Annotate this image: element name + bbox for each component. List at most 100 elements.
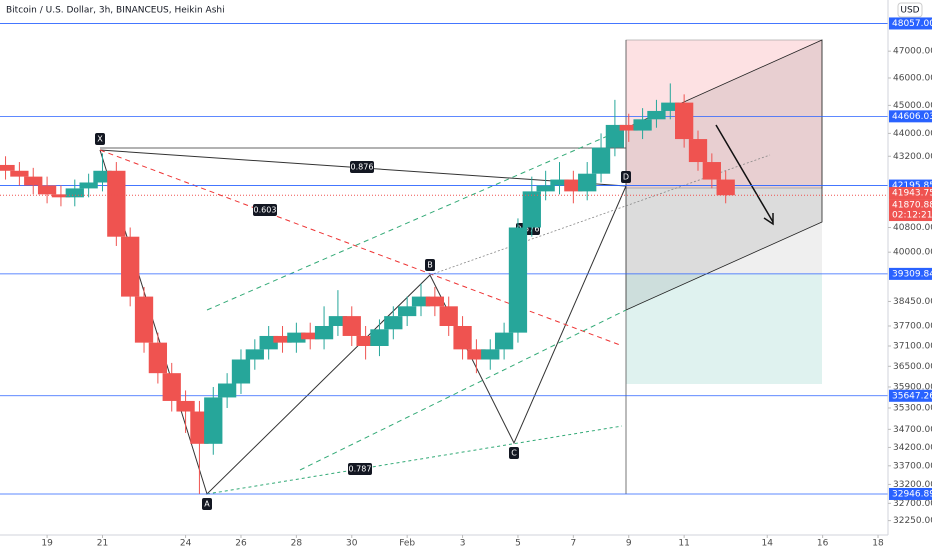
y-tick-label: 37100.00 xyxy=(893,341,932,351)
level-tag xyxy=(889,267,932,280)
level-label: 39309.84 xyxy=(892,269,932,279)
candle-body xyxy=(647,110,666,120)
candle-body xyxy=(661,102,680,111)
candle-body xyxy=(190,411,209,444)
candle-body xyxy=(439,306,458,326)
candle-body xyxy=(591,147,611,174)
x-tick-label: 26 xyxy=(235,539,247,549)
candle-body xyxy=(301,332,320,340)
candle-body xyxy=(619,124,638,131)
candle-body xyxy=(453,325,472,350)
candle-body xyxy=(79,182,98,189)
pattern-point: C xyxy=(511,449,517,458)
candle-body xyxy=(425,296,444,307)
candle-body xyxy=(536,185,555,192)
candle-body xyxy=(494,332,514,350)
candle-body xyxy=(688,139,708,163)
candle-body xyxy=(148,342,168,374)
y-tick-label: 36500.00 xyxy=(893,362,932,372)
candle-body xyxy=(356,335,375,346)
candle-body xyxy=(702,162,721,180)
x-tick-label: Feb xyxy=(399,539,415,549)
target-zone xyxy=(626,274,822,384)
y-tick-label: 33700.00 xyxy=(893,461,932,471)
level-label: 32946.89 xyxy=(892,489,932,499)
pattern-point: D xyxy=(623,173,629,182)
candle-body xyxy=(107,170,126,237)
x-tick-label: 18 xyxy=(872,539,884,549)
candle-body xyxy=(370,329,389,346)
candle-body xyxy=(384,316,403,330)
last-price-tag xyxy=(889,199,932,222)
candle-body xyxy=(398,306,417,317)
chart-title: Bitcoin / U.S. Dollar, 3h, BINANCEUS, He… xyxy=(6,6,225,16)
prev-price-label: 41943.75 xyxy=(892,189,932,199)
ratio-label: 0.603 xyxy=(254,206,277,215)
x-tick-label: 5 xyxy=(515,539,521,549)
pattern-point-box xyxy=(95,133,105,145)
candle-body xyxy=(522,191,541,228)
y-tick-label: 44000.00 xyxy=(893,129,932,139)
x-tick-label: 16 xyxy=(817,539,829,549)
candle-body xyxy=(716,179,735,196)
last-price-label: 41870.88 xyxy=(892,201,932,211)
entry-zone xyxy=(626,188,822,274)
candle-body xyxy=(411,296,431,307)
pattern-point: B xyxy=(427,261,433,270)
y-tick-label: 38450.00 xyxy=(893,297,932,307)
ratio-box xyxy=(350,161,374,173)
pattern-point: X xyxy=(97,135,103,144)
x-tick-label: 19 xyxy=(41,539,53,549)
y-tick-label: 40800.00 xyxy=(893,223,932,233)
candle-body xyxy=(481,349,500,360)
level-label: 48057.00 xyxy=(892,19,932,29)
y-tick-label: 34700.00 xyxy=(893,425,932,435)
y-tick-label: 34200.00 xyxy=(893,443,932,453)
pattern-point-box xyxy=(509,447,519,459)
xb-line xyxy=(99,149,621,346)
y-tick-label: 46000.00 xyxy=(893,73,932,83)
y-tick-label: 40000.00 xyxy=(893,248,932,258)
ratio-label: 0.576 xyxy=(517,225,540,234)
channel-ext xyxy=(299,309,627,471)
candle-body xyxy=(65,188,84,198)
countdown: 02:12:21 xyxy=(892,211,932,221)
candle-body xyxy=(273,335,292,343)
candle-body xyxy=(633,119,652,131)
y-tick-label: 32250.00 xyxy=(893,516,932,526)
candle-body xyxy=(121,236,140,297)
x-tick-label: 24 xyxy=(180,539,192,549)
x-tick-label: 7 xyxy=(570,539,576,549)
x-tick-label: 9 xyxy=(626,539,632,549)
ratio-label: 0.787 xyxy=(349,465,372,474)
y-tick-label: 43200.00 xyxy=(893,152,932,162)
arrow-head xyxy=(763,213,774,226)
candle-body xyxy=(508,227,528,333)
candle-body xyxy=(217,383,237,398)
candle-body xyxy=(93,170,112,183)
candle-body xyxy=(10,170,29,177)
level-label: 42195.85 xyxy=(892,181,932,191)
currency-button[interactable] xyxy=(897,2,923,18)
candle-body xyxy=(605,124,625,148)
candle-body xyxy=(176,400,195,412)
currency[interactable]: USD xyxy=(900,6,919,16)
candle-body xyxy=(134,296,154,343)
y-tick-label: 47000.00 xyxy=(893,47,932,57)
candle-body xyxy=(162,373,181,401)
level-tag xyxy=(889,389,932,402)
candle-body xyxy=(328,316,348,326)
pattern-point-box xyxy=(425,259,435,271)
x-tick-label: 28 xyxy=(291,539,303,549)
candle-body xyxy=(0,164,15,171)
candle-body xyxy=(231,359,251,384)
prev-price-tag xyxy=(889,187,932,200)
ratio-box xyxy=(253,204,277,216)
level-label: 35647.26 xyxy=(892,391,932,401)
level-tag xyxy=(889,17,932,30)
candle-body xyxy=(550,179,569,186)
x-tick-label: 11 xyxy=(678,539,689,549)
candle-body xyxy=(578,173,597,192)
